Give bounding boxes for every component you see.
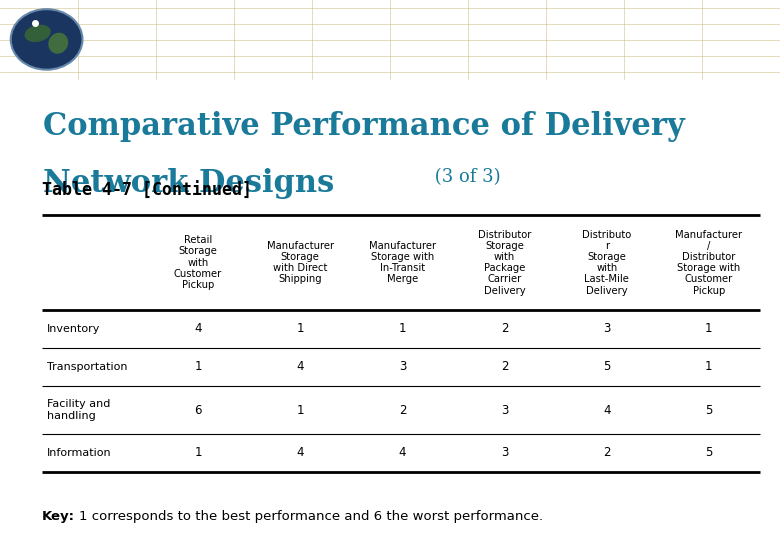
Text: 1: 1 (194, 361, 202, 374)
Text: Table 4-7 [Continued]: Table 4-7 [Continued] (42, 182, 252, 200)
Text: 6: 6 (194, 403, 202, 416)
Text: Comparative Performance of Delivery: Comparative Performance of Delivery (43, 111, 685, 143)
Text: Distributo
r
Storage
with
Last-Mile
Delivery: Distributo r Storage with Last-Mile Deli… (582, 230, 631, 295)
Text: 3: 3 (501, 403, 509, 416)
Text: 2: 2 (603, 447, 611, 460)
Text: 1: 1 (705, 322, 713, 335)
Text: 3: 3 (399, 361, 406, 374)
Circle shape (11, 9, 83, 70)
Text: 3: 3 (603, 322, 611, 335)
Text: 1 corresponds to the best performance and 6 the worst performance.: 1 corresponds to the best performance an… (79, 510, 543, 523)
Text: 4: 4 (603, 403, 611, 416)
Text: Key:: Key: (42, 510, 75, 523)
Text: Manufacturer
Storage
with Direct
Shipping: Manufacturer Storage with Direct Shippin… (267, 241, 334, 284)
Text: Network Designs: Network Designs (43, 168, 334, 199)
Text: 1: 1 (399, 322, 406, 335)
Text: (3 of 3): (3 of 3) (429, 168, 501, 186)
Text: Distributor
Storage
with
Package
Carrier
Delivery: Distributor Storage with Package Carrier… (478, 230, 531, 295)
Text: 2: 2 (501, 322, 509, 335)
Text: 2: 2 (501, 361, 509, 374)
Text: 5: 5 (705, 403, 713, 416)
Text: 4: 4 (399, 447, 406, 460)
Text: 5: 5 (603, 361, 611, 374)
Text: 4: 4 (194, 322, 202, 335)
Ellipse shape (48, 33, 68, 53)
Text: 2: 2 (399, 403, 406, 416)
Text: 3: 3 (501, 447, 509, 460)
Text: Inventory: Inventory (47, 324, 101, 334)
Text: 5: 5 (705, 447, 713, 460)
Text: Retail
Storage
with
Customer
Pickup: Retail Storage with Customer Pickup (174, 235, 222, 290)
Text: Facility and
handling: Facility and handling (47, 399, 111, 421)
Text: 4: 4 (296, 361, 304, 374)
Text: 1: 1 (296, 322, 304, 335)
Text: 1: 1 (194, 447, 202, 460)
Ellipse shape (24, 25, 51, 42)
Text: 1: 1 (296, 403, 304, 416)
Text: 4: 4 (296, 447, 304, 460)
Text: Manufacturer
Storage with
In-Transit
Merge: Manufacturer Storage with In-Transit Mer… (369, 241, 436, 284)
Text: Manufacturer
/
Distributor
Storage with
Customer
Pickup: Manufacturer / Distributor Storage with … (675, 230, 743, 295)
Text: 1: 1 (705, 361, 713, 374)
Text: Transportation: Transportation (47, 362, 127, 372)
Text: Information: Information (47, 448, 112, 458)
